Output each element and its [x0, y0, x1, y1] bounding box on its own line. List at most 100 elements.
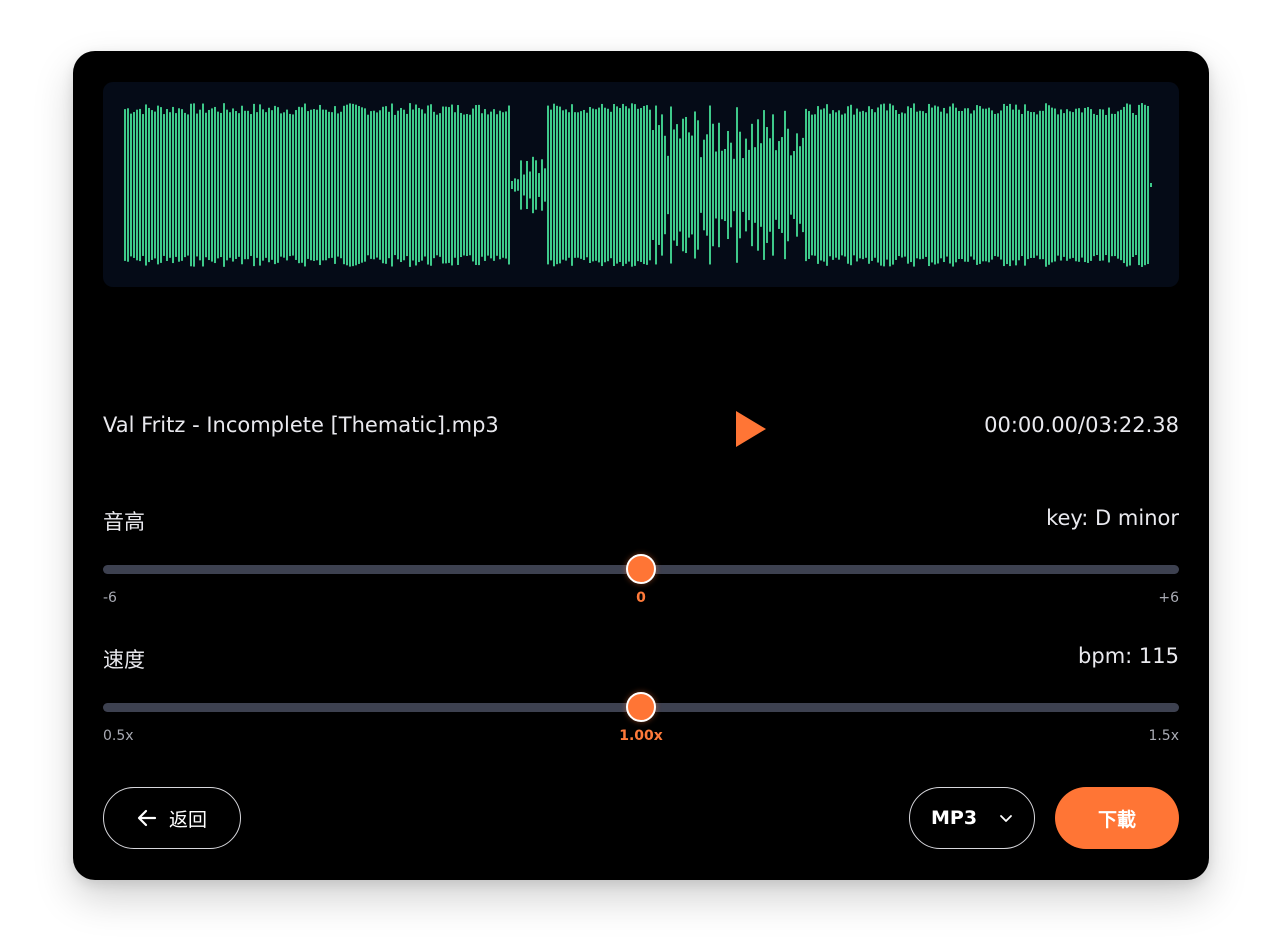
waveform-bar	[703, 139, 705, 231]
waveform-bar	[220, 112, 222, 258]
waveform-bar	[712, 123, 714, 247]
waveform-bar	[595, 109, 597, 261]
format-select[interactable]: MP3	[909, 787, 1035, 849]
waveform-bar	[583, 109, 585, 261]
waveform-bar	[301, 107, 303, 263]
waveform-bar	[802, 137, 804, 233]
waveform-bar	[799, 146, 801, 224]
waveform-bar	[1087, 107, 1089, 263]
waveform-bar	[1075, 108, 1077, 262]
pitch-slider[interactable]	[103, 554, 1179, 584]
waveform-bar	[1003, 103, 1005, 267]
waveform-bar	[553, 103, 555, 267]
waveform-bar	[925, 113, 927, 257]
waveform-bar	[916, 111, 918, 259]
waveform-bar	[940, 111, 942, 259]
waveform-bar	[586, 112, 588, 258]
waveform-bar	[148, 107, 150, 263]
waveform-bar	[505, 111, 507, 259]
waveform-bar	[358, 106, 360, 264]
waveform-bar	[526, 160, 528, 210]
waveform-bar	[841, 114, 843, 256]
play-button[interactable]	[730, 409, 770, 449]
waveform-bar	[1105, 114, 1107, 256]
waveform-bar	[385, 106, 387, 264]
waveform-bar	[130, 113, 132, 257]
waveform-bar	[988, 107, 990, 263]
waveform-bar	[223, 103, 225, 267]
download-button-label: 下載	[1097, 808, 1136, 831]
waveform-bar	[946, 113, 948, 257]
waveform-bar	[634, 104, 636, 266]
waveform-bar	[658, 125, 660, 245]
waveform-bar	[205, 112, 207, 258]
waveform-bar	[337, 113, 339, 257]
waveform-bar	[706, 134, 708, 236]
download-button[interactable]: 下載	[1055, 787, 1179, 849]
pitch-value-label: 0	[636, 590, 646, 606]
waveform-bar	[1006, 105, 1008, 265]
waveform-bar	[955, 107, 957, 263]
waveform-bar	[1012, 109, 1014, 261]
waveform-bar	[868, 106, 870, 264]
waveform-bar	[370, 111, 372, 259]
waveform-bar	[388, 111, 390, 259]
waveform-bar	[406, 113, 408, 257]
waveform-bar	[808, 111, 810, 259]
waveform-bar	[361, 107, 363, 263]
waveform-panel[interactable]	[103, 82, 1179, 287]
waveform-bar	[181, 109, 183, 261]
waveform-bar	[571, 104, 573, 266]
waveform-bar	[208, 109, 210, 261]
waveform-bar	[544, 168, 546, 202]
waveform-bar	[169, 112, 171, 258]
waveform-bar	[367, 114, 369, 256]
waveform-bar	[1069, 111, 1071, 259]
waveform-bar	[403, 109, 405, 261]
waveform-bar	[637, 108, 639, 262]
waveform-bar	[529, 171, 531, 199]
waveform-bar	[187, 114, 189, 256]
waveform-bar	[1027, 110, 1029, 260]
tempo-slider-thumb[interactable]	[626, 692, 656, 722]
waveform-bar	[154, 111, 156, 259]
waveform-bar	[652, 130, 654, 240]
waveform-bar	[379, 110, 381, 260]
waveform-bar	[445, 106, 447, 264]
waveform-bar	[184, 112, 186, 258]
waveform-bar	[832, 110, 834, 260]
back-button[interactable]: 返回	[103, 787, 241, 849]
tempo-slider[interactable]	[103, 692, 1179, 722]
waveform-bar	[175, 113, 177, 257]
waveform-bar	[646, 105, 648, 265]
waveform-bar	[721, 150, 723, 220]
waveform-bar	[142, 114, 144, 256]
waveform-bar	[391, 103, 393, 267]
waveform-bar	[436, 114, 438, 256]
waveform-bar	[931, 107, 933, 263]
waveform-bar	[400, 107, 402, 263]
waveform-bar	[670, 106, 672, 264]
waveform-bar	[244, 110, 246, 260]
waveform-bar	[1126, 103, 1128, 267]
waveform-bar	[994, 113, 996, 257]
waveform-bar	[1045, 103, 1047, 267]
waveform-bar	[397, 110, 399, 260]
waveform-bar	[508, 105, 510, 265]
waveform-bar	[199, 109, 201, 261]
waveform-bar	[439, 113, 441, 257]
waveform-bar	[499, 110, 501, 260]
waveform-bar	[976, 105, 978, 265]
waveform-bar	[1090, 109, 1092, 261]
waveform-bar	[709, 105, 711, 265]
waveform-bar	[340, 111, 342, 259]
waveform-bar	[979, 106, 981, 264]
waveform-bar	[997, 113, 999, 257]
waveform-bar	[817, 106, 819, 264]
pitch-slider-thumb[interactable]	[626, 554, 656, 584]
waveform-bar	[775, 150, 777, 220]
waveform-bar	[496, 114, 498, 256]
waveform-bar	[310, 109, 312, 261]
play-icon	[736, 411, 766, 447]
waveform-bar	[1093, 113, 1095, 257]
